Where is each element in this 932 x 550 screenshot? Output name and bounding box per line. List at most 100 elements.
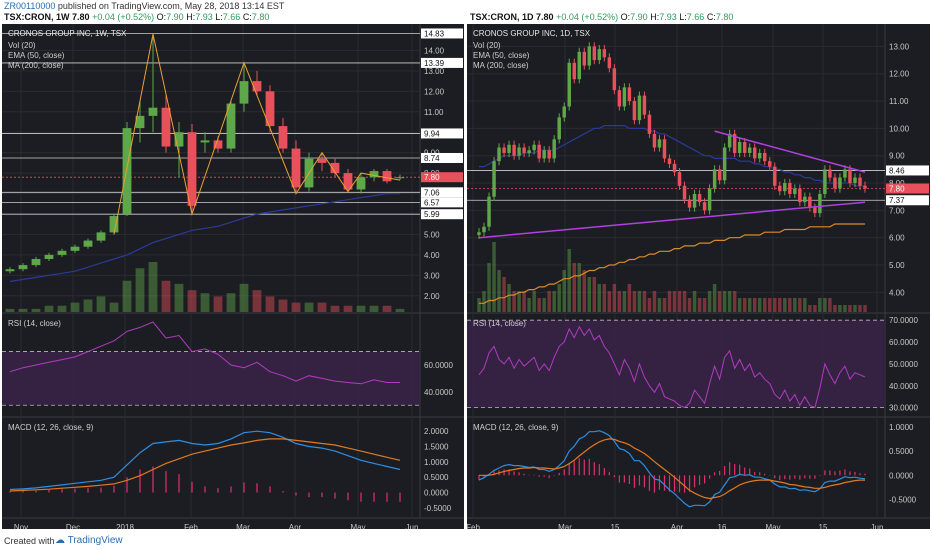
right-close: 7.80 <box>715 12 734 22</box>
volume-bar <box>667 291 672 312</box>
price-tick-label: 11.00 <box>424 108 444 117</box>
candle-body <box>200 140 210 143</box>
macd-histogram-bar <box>744 467 746 476</box>
candle-body <box>692 193 697 208</box>
volume-bar <box>712 284 717 312</box>
volume-bar <box>793 298 797 312</box>
rsi-band <box>467 320 885 408</box>
volume-bar <box>226 293 236 312</box>
price-tick-label: 11.00 <box>889 97 909 106</box>
volume-bar <box>369 305 379 312</box>
macd-histogram-bar <box>774 475 776 479</box>
level-label: 8.74 <box>424 154 440 163</box>
candle-body <box>278 126 288 149</box>
price-tick-label: 2.00 <box>424 292 440 301</box>
volume-bar <box>838 305 842 312</box>
candle-body <box>752 147 757 159</box>
volume-bar <box>778 298 782 312</box>
author-link[interactable]: ZR00110000 <box>4 1 56 11</box>
macd-histogram-bar <box>243 482 245 493</box>
macd-histogram-bar <box>844 469 846 476</box>
macd-histogram-bar <box>603 468 605 476</box>
left-symbol: TSX:CRON, 1W <box>4 12 70 22</box>
macd-histogram-bar <box>708 475 711 479</box>
macd-histogram-bar <box>191 481 193 493</box>
macd-histogram-bar <box>563 469 565 476</box>
candle-body <box>174 132 184 147</box>
volume-bar <box>174 283 184 312</box>
macd-histogram-bar <box>749 468 751 476</box>
candle-body <box>109 216 119 233</box>
left-change: +0.04 (+0.52%) <box>92 12 155 22</box>
price-tick-label: 5.00 <box>889 261 905 270</box>
candle-body <box>727 133 732 148</box>
macd-histogram-bar <box>87 487 89 493</box>
volume-bar <box>607 291 612 312</box>
volume-bar <box>813 305 817 312</box>
level-label: 6.57 <box>424 198 440 207</box>
volume-bar <box>532 291 536 312</box>
rsi-tick-label: 40.0000 <box>889 382 918 391</box>
time-tick-label: Apr <box>671 523 684 529</box>
daily-chart-panel[interactable]: 4.005.006.007.008.009.0010.0011.0012.001… <box>467 24 930 529</box>
macd-signal-line <box>9 438 401 492</box>
volume-bar <box>627 284 632 312</box>
macd-tick-label: 2.0000 <box>424 427 449 436</box>
candle-body <box>395 177 405 179</box>
weekly-chart-panel[interactable]: 2.003.004.005.006.007.008.009.0010.0011.… <box>2 24 464 529</box>
macd-tick-label: 1.5000 <box>424 443 449 452</box>
candle-body <box>537 144 541 159</box>
volume-bar <box>497 270 501 312</box>
candle-body <box>808 196 812 208</box>
candle-body <box>382 171 392 182</box>
candle-body <box>647 114 652 134</box>
candle-body <box>702 202 707 211</box>
left-last-price: 7.80 <box>72 12 90 22</box>
volume-bar <box>788 298 792 312</box>
candle-body <box>330 162 340 174</box>
time-tick-label: Jun <box>871 523 884 529</box>
indicator-label: Vol (20) <box>473 41 501 50</box>
volume-bar <box>697 298 702 312</box>
candle-body <box>582 51 587 66</box>
indicator-label: MA (200, close) <box>8 61 64 70</box>
volume-bar <box>637 291 642 312</box>
macd-histogram-bar <box>814 475 816 479</box>
left-o-label: O: <box>156 12 167 22</box>
right-c-label: C: <box>706 12 716 22</box>
chart-title: CRONOS GROUP INC, 1D, TSX <box>473 29 591 38</box>
level-label-box <box>421 197 463 208</box>
candle-body <box>757 152 762 159</box>
candle-body <box>239 81 249 104</box>
candle-body <box>44 254 54 259</box>
candle-body <box>356 177 366 190</box>
created-with-text: Created with <box>4 536 55 546</box>
candle-body <box>632 101 637 121</box>
macd-histogram-bar <box>35 490 37 493</box>
tradingview-logo[interactable]: ☁ TradingView <box>55 535 123 546</box>
candle-body <box>778 185 782 192</box>
candle-body <box>768 161 772 167</box>
macd-tick-label: 0.0000 <box>424 489 449 498</box>
macd-histogram-bar <box>295 492 297 496</box>
publish-info: published on TradingView.com, May 28, 20… <box>57 1 285 11</box>
left-h-label: H: <box>186 12 196 22</box>
volume-bar <box>763 298 767 312</box>
macd-histogram-bar <box>729 462 731 476</box>
price-tick-label: 13.00 <box>889 42 910 51</box>
left-symbol-line: TSX:CRON, 1W 7.80 +0.04 (+0.52%) O:7.90 … <box>4 12 269 22</box>
rsi-tick-label: 60.0000 <box>889 338 918 347</box>
macd-histogram-bar <box>568 462 570 476</box>
candle-body <box>482 226 486 233</box>
candle-body <box>148 107 158 116</box>
macd-histogram-bar <box>518 472 520 476</box>
macd-histogram-bar <box>719 470 721 476</box>
volume-bar <box>527 298 531 312</box>
right-high: 7.93 <box>659 12 677 22</box>
macd-histogram-bar <box>683 475 686 493</box>
volume-bar <box>557 284 561 312</box>
volume-bar <box>512 291 516 312</box>
volume-bar <box>597 284 602 312</box>
macd-line <box>478 430 866 508</box>
macd-histogram-bar <box>673 475 676 492</box>
